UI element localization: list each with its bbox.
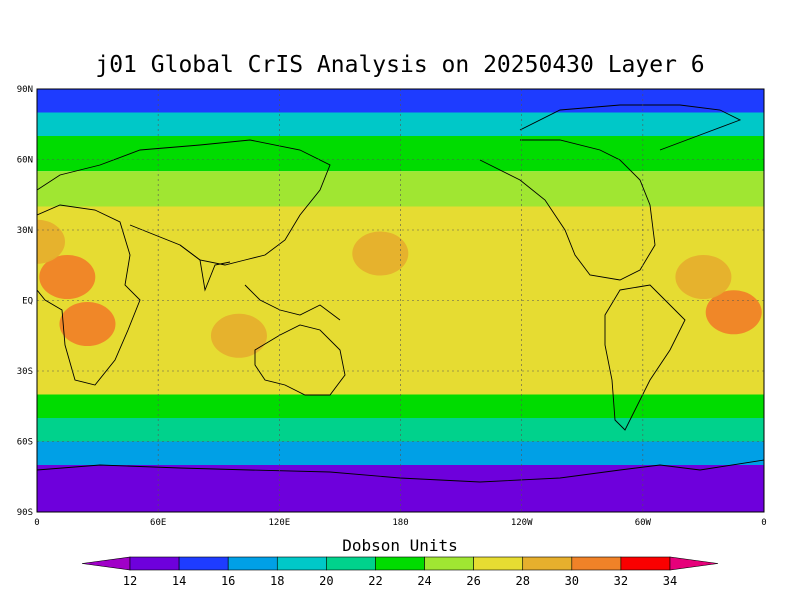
field-anomaly-2 <box>705 290 762 335</box>
field-anomaly-6 <box>37 219 65 264</box>
colorbar: 12 14 16 18 20 22 24 26 28 30 32 34 <box>81 556 719 588</box>
coastlines <box>37 104 764 483</box>
field-anomaly-1 <box>59 302 116 346</box>
coastline-arctic <box>519 104 742 151</box>
colorbar-segment-6 <box>424 556 474 571</box>
colorbar-tick-label: 24 <box>417 574 431 588</box>
lon-tick-label: 120W <box>511 518 533 528</box>
lat-tick-label: 60N <box>17 156 33 166</box>
coastline-se-asia <box>244 284 341 321</box>
zonal-band-3 <box>37 171 764 207</box>
field-anomaly-5 <box>210 313 267 358</box>
lat-tick-label: 30N <box>17 226 33 236</box>
colorbar-segment-5 <box>375 556 425 571</box>
lat-tick-label: EQ <box>22 297 33 307</box>
colorbar-tick-label: 14 <box>172 574 186 588</box>
zonal-band-9 <box>37 441 764 465</box>
lat-tick-label: 90S <box>17 508 33 518</box>
coastline-antarctica <box>37 459 764 483</box>
zonal-band-7 <box>37 394 764 418</box>
coastline-india <box>179 244 231 292</box>
colorbar-tick-label: 18 <box>270 574 284 588</box>
lat-tick-label: 90N <box>17 85 33 95</box>
colorbar-tick-label: 12 <box>123 574 137 588</box>
field-anomaly-0 <box>39 255 96 299</box>
colorbar-tick-label: 32 <box>614 574 628 588</box>
lon-tick-label: 60W <box>635 518 652 528</box>
colorbar-segment-8 <box>522 556 573 571</box>
plot-frame <box>36 88 765 513</box>
lat-tick-label: 30S <box>17 367 33 377</box>
colorbar-segment-4 <box>326 556 376 571</box>
coastline-south-america <box>604 284 686 431</box>
colorbar-tick-label: 34 <box>663 574 677 588</box>
colorbar-segment-1 <box>178 556 229 571</box>
coastline-australia <box>254 324 346 396</box>
colorbar-tick-label: 26 <box>466 574 480 588</box>
latitude-tick-labels: 90N 60N 30N EQ 30S 60S 90S <box>17 85 33 518</box>
colorbar-tick-label: 20 <box>319 574 333 588</box>
colorbar-segment-7 <box>473 556 524 571</box>
colorbar-low-arrow <box>81 556 131 571</box>
colorbar-segment-3 <box>276 556 327 571</box>
chart-title: j01 Global CrIS Analysis on 20250430 Lay… <box>95 52 705 78</box>
lon-tick-label: 0 <box>761 518 766 528</box>
lon-tick-label: 120E <box>268 518 290 528</box>
colorbar-segment-9 <box>571 556 622 571</box>
lon-tick-label: 180 <box>392 518 408 528</box>
field-anomaly-3 <box>675 255 732 299</box>
longitude-tick-labels: 0 60E 120E 180 120W 60W 0 <box>34 518 766 528</box>
lon-tick-label: 0 <box>34 518 39 528</box>
colorbar-high-arrow <box>669 556 719 571</box>
colorbar-segment-2 <box>227 556 278 571</box>
colorbar-tick-label: 30 <box>565 574 579 588</box>
colorbar-title: Dobson Units <box>342 536 458 555</box>
field-anomaly-4 <box>352 231 409 276</box>
colorbar-tick-label: 16 <box>221 574 235 588</box>
coastline-africa <box>37 204 141 386</box>
colorbar-tick-label: 28 <box>516 574 530 588</box>
grid-lines <box>37 89 764 512</box>
lon-tick-label: 60E <box>150 518 166 528</box>
colorbar-segment-0 <box>129 556 180 571</box>
lat-tick-label: 60S <box>17 438 33 448</box>
colorbar-segment-10 <box>620 556 671 571</box>
colorbar-tick-label: 22 <box>368 574 382 588</box>
coastline-north-america <box>479 139 656 281</box>
